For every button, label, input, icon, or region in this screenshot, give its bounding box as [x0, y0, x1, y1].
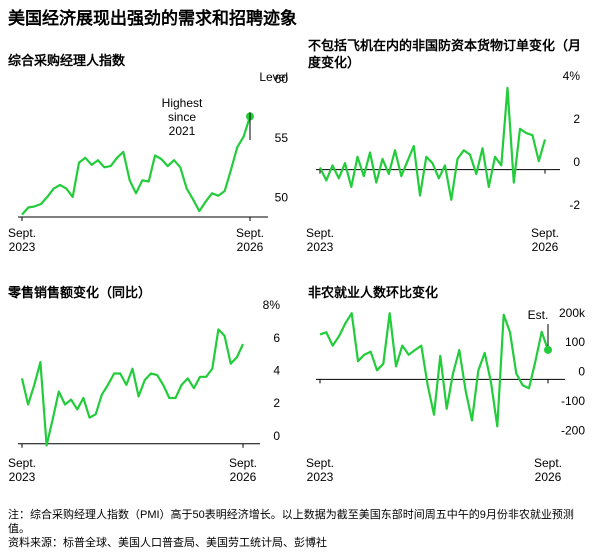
y-tick-label: 0: [573, 155, 580, 169]
y-tick-label: 0: [273, 429, 280, 443]
y-tick-label: 8%: [263, 298, 281, 312]
y-tick-label: 2: [273, 396, 280, 410]
data-line: [319, 86, 547, 201]
note: 注：综合采购经理人指数（PMI）高于50表明经济增长。以上数据为截至美国东部时间…: [8, 509, 574, 535]
data-line: [21, 116, 252, 216]
panel-title: 零售销售额变化（同比）: [8, 285, 152, 300]
y-tick-label: 55: [275, 131, 289, 145]
x-tick-label: Sept. 2026: [228, 456, 258, 484]
y-tick-label: -2: [569, 198, 580, 212]
x-tick-label: Sept. 2026: [530, 226, 560, 254]
y-tick-label: 100: [565, 335, 585, 349]
x-tick-label: Sept. 2023: [305, 456, 335, 484]
x-tick-label: Sept. 2023: [7, 456, 37, 484]
annotation: Highest since 2021: [161, 96, 203, 138]
y-tick-label: -200: [561, 423, 585, 437]
page-title: 美国经济展现出强劲的需求和招聘迹象: [8, 9, 297, 28]
x-tick-label: Sept. 2026: [533, 456, 563, 484]
y-tick-label: -100: [561, 394, 585, 408]
x-tick-label: Sept. 2023: [7, 226, 37, 254]
y-axis-label: Level: [259, 70, 288, 84]
y-tick-label: 6: [273, 331, 280, 345]
x-tick-label: Sept. 2023: [305, 226, 335, 254]
last-point: [544, 345, 552, 354]
panel-title: 不包括飞机在内的非国防资本货物订单变化（月度变化）: [308, 38, 582, 70]
data-line: [319, 312, 550, 428]
y-tick-label: 4%: [563, 69, 581, 83]
data-line: [20, 328, 244, 447]
x-tick-label: Sept. 2026: [235, 226, 265, 254]
y-tick-label: 60: [275, 72, 289, 86]
y-tick-label: 200k: [559, 306, 586, 320]
y-tick-label: 2: [573, 112, 580, 126]
y-tick-label: 4: [273, 364, 280, 378]
y-tick-label: 50: [275, 190, 289, 204]
panel-title: 综合采购经理人指数: [8, 53, 126, 68]
annotation: Est.: [527, 308, 549, 322]
source: 资料来源：标普全球、美国人口普查局、美国劳工统计局、彭博社: [8, 537, 327, 549]
y-tick-label: 0: [578, 365, 585, 379]
panel-title: 非农就业人数环比变化: [308, 285, 439, 300]
